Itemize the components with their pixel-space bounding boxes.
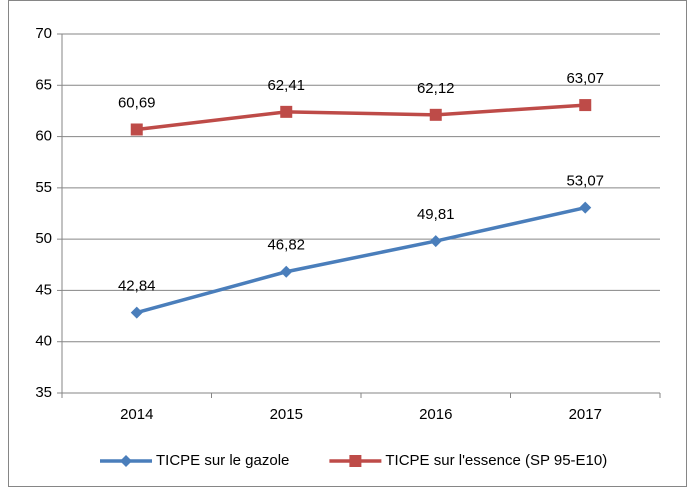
y-tick-label: 55 (35, 179, 52, 196)
y-tick-label: 60 (35, 128, 52, 145)
marker (579, 99, 592, 112)
x-tick-label: 2017 (569, 406, 602, 423)
marker (429, 235, 442, 248)
marker (130, 306, 143, 319)
marker (579, 201, 592, 214)
y-tick-label: 70 (35, 25, 52, 42)
data-label: 46,82 (267, 237, 305, 254)
data-label: 42,84 (118, 278, 156, 295)
marker (429, 108, 442, 121)
marker (130, 123, 143, 136)
legend-marker (349, 455, 362, 467)
line (136, 205, 586, 315)
data-label: 62,41 (267, 77, 305, 94)
legend-label: TICPE sur le gazole (156, 452, 289, 469)
y-tick-label: 40 (35, 333, 52, 350)
legend-marker (120, 455, 132, 467)
y-tick-label: 45 (35, 281, 52, 298)
data-label: 63,07 (566, 70, 604, 87)
y-tick-label: 65 (35, 76, 52, 93)
y-tick-label: 50 (35, 230, 52, 247)
data-label: 49,81 (417, 206, 455, 223)
y-tick-label: 35 (35, 384, 52, 401)
data-label: 53,07 (566, 173, 604, 190)
line (136, 103, 586, 132)
x-tick-label: 2014 (120, 406, 153, 423)
data-label: 62,12 (417, 80, 455, 97)
marker (280, 265, 293, 278)
x-tick-label: 2015 (270, 406, 303, 423)
legend-label: TICPE sur l'essence (SP 95-E10) (385, 452, 607, 469)
x-tick-label: 2016 (419, 406, 452, 423)
marker (280, 105, 293, 118)
data-label: 60,69 (118, 94, 156, 111)
